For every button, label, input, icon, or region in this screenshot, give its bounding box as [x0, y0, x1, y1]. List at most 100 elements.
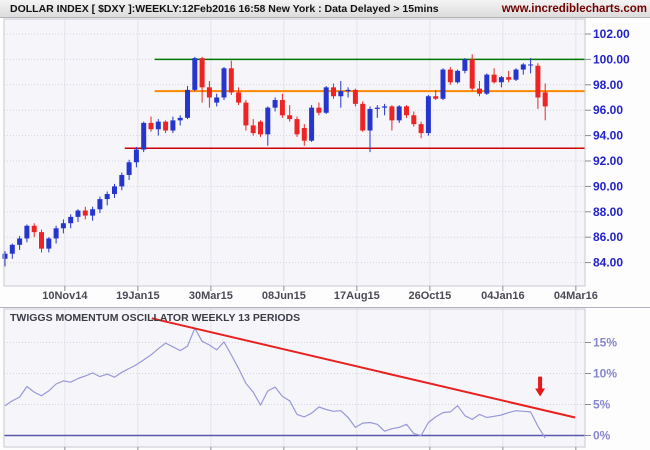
- down-candle: [279, 100, 285, 116]
- up-candle: [68, 216, 74, 224]
- down-candle: [287, 115, 293, 120]
- up-candle: [155, 121, 161, 130]
- up-candle: [2, 253, 8, 259]
- down-candle: [447, 69, 453, 83]
- up-candle: [185, 89, 190, 118]
- down-candle: [360, 103, 366, 131]
- up-candle: [97, 199, 103, 210]
- up-candle: [498, 77, 504, 83]
- down-candle: [39, 232, 44, 249]
- oscillator-axis-label: 10%: [593, 367, 617, 381]
- down-candle: [206, 87, 212, 98]
- down-candle: [228, 68, 234, 93]
- price-plot-border: [3, 18, 586, 287]
- up-candle: [425, 96, 431, 134]
- down-candle: [243, 102, 249, 126]
- down-candle: [469, 59, 475, 89]
- date-axis-label: 30Mar15: [189, 290, 233, 302]
- oscillator-line: [4, 327, 546, 439]
- up-candle: [53, 228, 59, 239]
- up-candle: [9, 244, 15, 254]
- date-axis-label: 26Oct15: [408, 290, 451, 302]
- down-candle: [433, 96, 439, 99]
- down-candle: [148, 122, 154, 130]
- oscillator-axis-label: 5%: [593, 398, 611, 412]
- down-candle: [506, 77, 512, 80]
- up-candle: [462, 59, 468, 71]
- up-candle: [90, 209, 96, 216]
- down-candle: [331, 87, 336, 97]
- price-axis-label: 98.00: [593, 78, 623, 92]
- date-axis-label: 04Jan16: [481, 290, 524, 302]
- date-axis-label: 08Jun15: [262, 290, 306, 302]
- oscillator-axis-label: 15%: [593, 336, 617, 350]
- oscillator-plot-border: [3, 308, 586, 448]
- down-candle: [236, 92, 242, 103]
- price-axis-label: 90.00: [593, 179, 623, 193]
- up-candle: [323, 87, 329, 113]
- price-axis-label: 96.00: [593, 103, 623, 117]
- down-candle: [418, 124, 424, 134]
- down-candle: [352, 89, 358, 104]
- date-axis-label: 10Nov14: [42, 290, 88, 302]
- down-candle: [411, 115, 417, 125]
- watermark-text: www.incrediblecharts.com: [501, 2, 647, 15]
- down-arrow-icon: [535, 376, 546, 397]
- price-axis-label: 88.00: [593, 205, 623, 219]
- up-candle: [455, 70, 461, 83]
- up-candle: [396, 106, 402, 121]
- up-candle: [272, 100, 278, 108]
- down-candle: [258, 121, 263, 135]
- chart-title: DOLLAR INDEX [ $DXY ]:WEEKLY:12Feb2016 1…: [10, 2, 439, 15]
- oscillator-axis-label: 0%: [593, 429, 611, 443]
- oscillator-trendline: [151, 317, 576, 419]
- down-candle: [491, 74, 497, 83]
- down-candle: [389, 106, 395, 121]
- down-candle: [163, 121, 169, 131]
- date-axis-label: 04Mar16: [554, 290, 598, 302]
- down-candle: [294, 119, 300, 135]
- price-plot-background: [4, 19, 585, 286]
- date-axis-label: 17Aug15: [334, 290, 380, 302]
- up-candle: [214, 97, 220, 103]
- oscillator-title: TWIGGS MOMENTUM OSCILLATOR WEEKLY 13 PER…: [10, 312, 300, 324]
- up-candle: [367, 108, 373, 131]
- down-candle: [301, 127, 307, 141]
- down-candle: [316, 107, 322, 113]
- up-candle: [170, 120, 176, 131]
- price-axis-label: 84.00: [593, 256, 623, 270]
- price-axis-label: 102.00: [593, 27, 630, 41]
- up-candle: [17, 238, 23, 245]
- price-axis-label: 92.00: [593, 154, 623, 168]
- up-candle: [528, 64, 534, 66]
- down-candle: [199, 58, 205, 88]
- up-candle: [24, 225, 30, 239]
- up-candle: [338, 91, 344, 97]
- up-candle: [177, 117, 183, 121]
- up-candle: [374, 107, 380, 109]
- up-candle: [484, 74, 490, 94]
- up-candle: [141, 122, 147, 150]
- up-candle: [309, 107, 315, 141]
- price-axis-label: 94.00: [593, 129, 623, 143]
- down-candle: [535, 65, 541, 98]
- up-candle: [104, 194, 110, 200]
- price-axis-label: 100.00: [593, 52, 630, 66]
- up-candle: [265, 107, 271, 135]
- up-candle: [133, 149, 139, 163]
- price-axis-label: 86.00: [593, 230, 623, 244]
- down-candle: [250, 125, 256, 134]
- up-candle: [345, 89, 351, 92]
- up-candle: [46, 238, 52, 249]
- up-candle: [192, 58, 198, 90]
- up-candle: [221, 68, 227, 98]
- down-candle: [82, 210, 88, 216]
- down-candle: [31, 225, 37, 233]
- up-candle: [513, 69, 519, 80]
- up-candle: [60, 223, 66, 229]
- up-candle: [382, 106, 388, 108]
- up-candle: [119, 174, 125, 187]
- chart-header: DOLLAR INDEX [ $DXY ]:WEEKLY:12Feb2016 1…: [0, 0, 650, 18]
